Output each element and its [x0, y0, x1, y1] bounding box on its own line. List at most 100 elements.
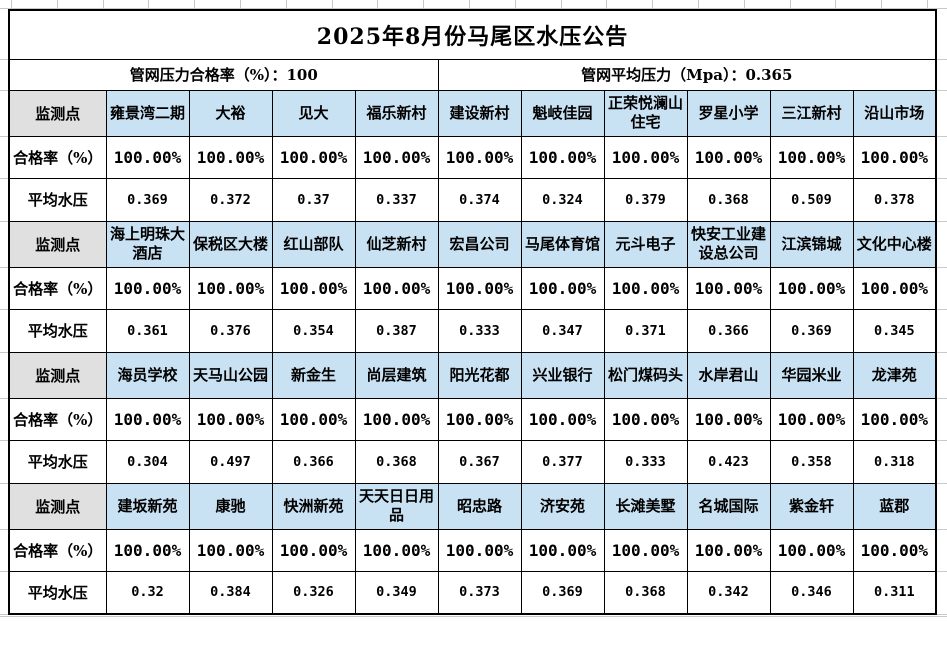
pressure-value-cell[interactable]: 0.366	[686, 308, 771, 353]
rate-value-cell[interactable]: 100.00%	[769, 397, 854, 441]
rate-value-cell[interactable]: 100.00%	[437, 528, 522, 572]
rate-value-cell[interactable]: 100.00%	[686, 528, 771, 572]
pressure-value-cell[interactable]: 0.374	[437, 177, 522, 222]
row-label-cell[interactable]: 平均水压	[8, 570, 107, 615]
rate-value-cell[interactable]: 100.00%	[520, 528, 605, 572]
rate-value-cell[interactable]: 100.00%	[520, 135, 605, 179]
rate-value-cell[interactable]: 100.00%	[852, 135, 937, 179]
rate-value-cell[interactable]: 100.00%	[520, 397, 605, 441]
site-header-cell[interactable]: 名城国际	[686, 482, 771, 530]
rate-value-cell[interactable]: 100.00%	[437, 397, 522, 441]
rate-value-cell[interactable]: 100.00%	[603, 266, 688, 310]
site-header-cell[interactable]: 天马山公园	[188, 351, 273, 399]
row-label-cell[interactable]: 监测点	[8, 220, 107, 268]
site-header-cell[interactable]: 快安工业建设总公司	[686, 220, 771, 268]
site-header-cell[interactable]: 雍景湾二期	[105, 89, 190, 137]
rate-value-cell[interactable]: 100.00%	[686, 266, 771, 310]
row-label-cell[interactable]: 平均水压	[8, 177, 107, 222]
site-header-cell[interactable]: 新金生	[271, 351, 356, 399]
pressure-value-cell[interactable]: 0.32	[105, 570, 190, 615]
rate-value-cell[interactable]: 100.00%	[271, 135, 356, 179]
pressure-value-cell[interactable]: 0.379	[603, 177, 688, 222]
rate-value-cell[interactable]: 100.00%	[354, 528, 439, 572]
pressure-value-cell[interactable]: 0.346	[769, 570, 854, 615]
pressure-value-cell[interactable]: 0.337	[354, 177, 439, 222]
pressure-value-cell[interactable]: 0.345	[852, 308, 937, 353]
site-header-cell[interactable]: 元斗电子	[603, 220, 688, 268]
rate-value-cell[interactable]: 100.00%	[686, 397, 771, 441]
site-header-cell[interactable]: 文化中心楼	[852, 220, 937, 268]
rate-value-cell[interactable]: 100.00%	[769, 135, 854, 179]
site-header-cell[interactable]: 紫金轩	[769, 482, 854, 530]
rate-value-cell[interactable]: 100.00%	[603, 135, 688, 179]
rate-value-cell[interactable]: 100.00%	[686, 135, 771, 179]
pressure-value-cell[interactable]: 0.358	[769, 439, 854, 484]
site-header-cell[interactable]: 保税区大楼	[188, 220, 273, 268]
pressure-value-cell[interactable]: 0.384	[188, 570, 273, 615]
pressure-value-cell[interactable]: 0.349	[354, 570, 439, 615]
rate-value-cell[interactable]: 100.00%	[188, 397, 273, 441]
rate-value-cell[interactable]: 100.00%	[271, 266, 356, 310]
rate-value-cell[interactable]: 100.00%	[105, 528, 190, 572]
row-label-cell[interactable]: 合格率（%）	[8, 266, 107, 310]
site-header-cell[interactable]: 济安苑	[520, 482, 605, 530]
site-header-cell[interactable]: 魁岐佳园	[520, 89, 605, 137]
rate-value-cell[interactable]: 100.00%	[437, 266, 522, 310]
rate-value-cell[interactable]: 100.00%	[437, 135, 522, 179]
pressure-value-cell[interactable]: 0.369	[769, 308, 854, 353]
rate-value-cell[interactable]: 100.00%	[520, 266, 605, 310]
summary-pressure-cell[interactable]: 管网平均压力（Mpa）：0.365	[437, 58, 937, 91]
site-header-cell[interactable]: 昭忠路	[437, 482, 522, 530]
rate-value-cell[interactable]: 100.00%	[105, 397, 190, 441]
row-label-cell[interactable]: 合格率（%）	[8, 135, 107, 179]
rate-value-cell[interactable]: 100.00%	[354, 266, 439, 310]
rate-value-cell[interactable]: 100.00%	[852, 266, 937, 310]
pressure-value-cell[interactable]: 0.354	[271, 308, 356, 353]
pressure-value-cell[interactable]: 0.333	[437, 308, 522, 353]
rate-value-cell[interactable]: 100.00%	[354, 135, 439, 179]
site-header-cell[interactable]: 仙芝新村	[354, 220, 439, 268]
rate-value-cell[interactable]: 100.00%	[271, 397, 356, 441]
site-header-cell[interactable]: 天天日日用品	[354, 482, 439, 530]
rate-value-cell[interactable]: 100.00%	[769, 266, 854, 310]
site-header-cell[interactable]: 建坂新苑	[105, 482, 190, 530]
site-header-cell[interactable]: 三江新村	[769, 89, 854, 137]
site-header-cell[interactable]: 快洲新苑	[271, 482, 356, 530]
row-label-cell[interactable]: 平均水压	[8, 308, 107, 353]
pressure-value-cell[interactable]: 0.376	[188, 308, 273, 353]
pressure-value-cell[interactable]: 0.423	[686, 439, 771, 484]
site-header-cell[interactable]: 康驰	[188, 482, 273, 530]
pressure-value-cell[interactable]: 0.326	[271, 570, 356, 615]
site-header-cell[interactable]: 福乐新村	[354, 89, 439, 137]
row-label-cell[interactable]: 合格率（%）	[8, 528, 107, 572]
site-header-cell[interactable]: 大裕	[188, 89, 273, 137]
site-header-cell[interactable]: 松门煤码头	[603, 351, 688, 399]
pressure-value-cell[interactable]: 0.304	[105, 439, 190, 484]
site-header-cell[interactable]: 华园米业	[769, 351, 854, 399]
pressure-value-cell[interactable]: 0.37	[271, 177, 356, 222]
summary-rate-cell[interactable]: 管网压力合格率（%）：100	[8, 58, 439, 91]
pressure-value-cell[interactable]: 0.373	[437, 570, 522, 615]
rate-value-cell[interactable]: 100.00%	[105, 266, 190, 310]
site-header-cell[interactable]: 兴业银行	[520, 351, 605, 399]
pressure-value-cell[interactable]: 0.311	[852, 570, 937, 615]
site-header-cell[interactable]: 龙津苑	[852, 351, 937, 399]
pressure-value-cell[interactable]: 0.342	[686, 570, 771, 615]
site-header-cell[interactable]: 罗星小学	[686, 89, 771, 137]
pressure-value-cell[interactable]: 0.377	[520, 439, 605, 484]
site-header-cell[interactable]: 海员学校	[105, 351, 190, 399]
pressure-value-cell[interactable]: 0.509	[769, 177, 854, 222]
rate-value-cell[interactable]: 100.00%	[105, 135, 190, 179]
pressure-value-cell[interactable]: 0.333	[603, 439, 688, 484]
rate-value-cell[interactable]: 100.00%	[188, 528, 273, 572]
pressure-value-cell[interactable]: 0.367	[437, 439, 522, 484]
rate-value-cell[interactable]: 100.00%	[188, 135, 273, 179]
site-header-cell[interactable]: 阳光花都	[437, 351, 522, 399]
pressure-value-cell[interactable]: 0.387	[354, 308, 439, 353]
site-header-cell[interactable]: 江滨锦城	[769, 220, 854, 268]
row-label-cell[interactable]: 平均水压	[8, 439, 107, 484]
site-header-cell[interactable]: 沿山市场	[852, 89, 937, 137]
pressure-value-cell[interactable]: 0.371	[603, 308, 688, 353]
pressure-value-cell[interactable]: 0.369	[105, 177, 190, 222]
site-header-cell[interactable]: 长滩美墅	[603, 482, 688, 530]
